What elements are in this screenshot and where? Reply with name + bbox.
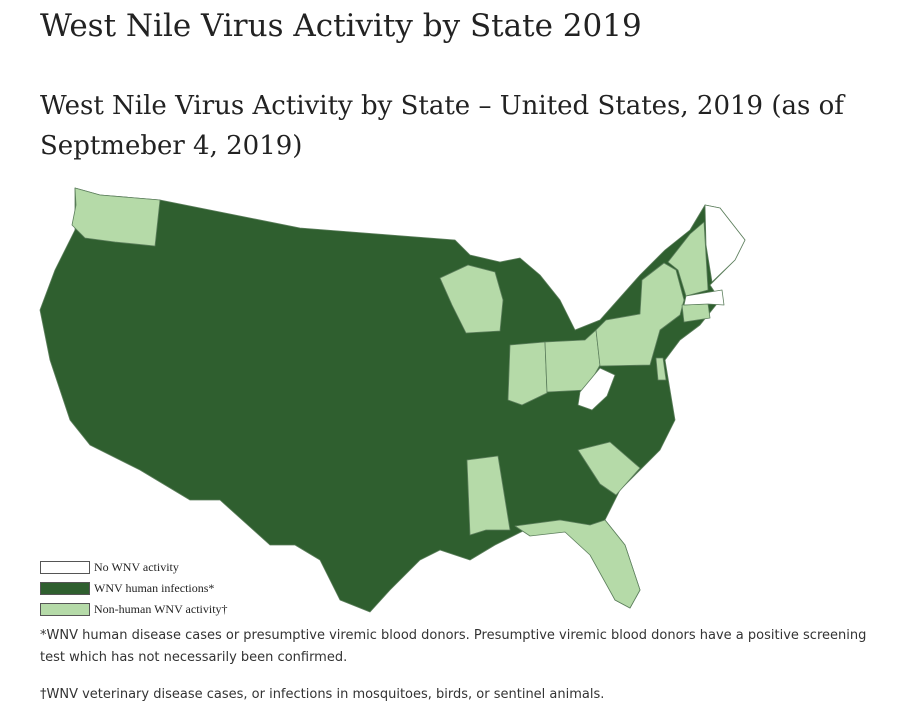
state-delaware: [655, 357, 667, 381]
state-south-carolina: [577, 441, 641, 496]
state-pennsylvania-new-york: [595, 262, 685, 367]
state-indiana: [507, 341, 548, 406]
legend-swatch: [40, 582, 90, 595]
legend-item: Non-human WNV activity†: [40, 599, 228, 620]
legend: No WNV activity WNV human infections* No…: [40, 557, 228, 620]
state-connecticut-rhode-island: [681, 303, 711, 323]
page-title: West Nile Virus Activity by State 2019: [40, 8, 642, 44]
legend-item: WNV human infections*: [40, 578, 228, 599]
footnote: †WNV veterinary disease cases, or infect…: [40, 687, 605, 702]
state-maine: [704, 204, 746, 283]
legend-label: WNV human infections*: [94, 581, 215, 595]
state-massachusetts: [683, 289, 725, 306]
legend-label: No WNV activity: [94, 560, 179, 574]
state-vermont-new-hampshire: [667, 221, 709, 297]
state-west-virginia: [577, 367, 616, 411]
state-florida: [514, 519, 641, 609]
state-wisconsin: [439, 264, 504, 334]
footnote: *WNV human disease cases or presumptive …: [40, 628, 867, 665]
legend-item: No WNV activity: [40, 557, 228, 578]
state-mississippi: [466, 455, 511, 536]
legend-swatch: [40, 603, 90, 616]
legend-swatch: [40, 561, 90, 574]
us-map: [39, 187, 746, 613]
state-washington: [71, 187, 161, 247]
us-outline: [39, 187, 746, 613]
legend-label: Non-human WNV activity†: [94, 602, 228, 616]
map-title: West Nile Virus Activity by State – Unit…: [40, 91, 844, 161]
